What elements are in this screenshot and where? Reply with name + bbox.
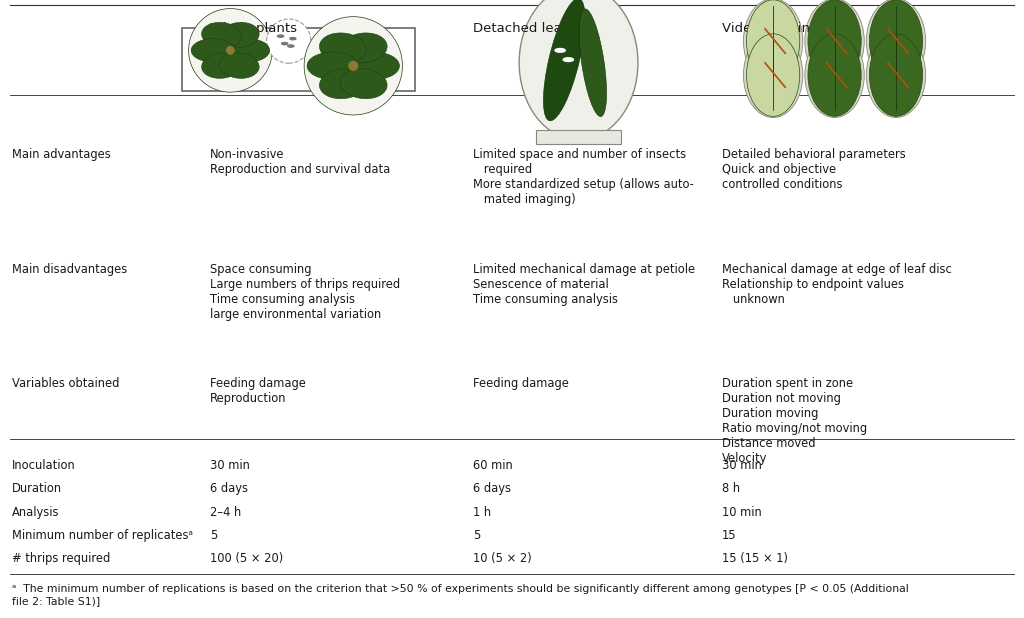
Text: Limited mechanical damage at petiole
Senescence of material
Time consuming analy: Limited mechanical damage at petiole Sen…: [473, 263, 695, 306]
Ellipse shape: [746, 0, 800, 82]
Ellipse shape: [580, 9, 606, 117]
Text: 10 min: 10 min: [722, 506, 762, 519]
Ellipse shape: [319, 33, 367, 63]
Ellipse shape: [519, 0, 638, 140]
Text: Whole plants: Whole plants: [210, 22, 297, 35]
Ellipse shape: [348, 52, 399, 80]
Text: 8 h: 8 h: [722, 482, 740, 495]
Ellipse shape: [743, 0, 803, 83]
Text: 5: 5: [473, 529, 480, 542]
Ellipse shape: [866, 33, 926, 117]
Text: Non-invasive
Reproduction and survival data: Non-invasive Reproduction and survival d…: [210, 148, 390, 176]
Ellipse shape: [226, 39, 269, 62]
Ellipse shape: [219, 22, 259, 48]
Text: Duration: Duration: [12, 482, 62, 495]
Ellipse shape: [805, 33, 864, 117]
Ellipse shape: [282, 43, 288, 44]
Text: Limited space and number of insects
   required
More standardized setup (allows : Limited space and number of insects requ…: [473, 148, 694, 206]
Bar: [182, 28, 415, 91]
Ellipse shape: [278, 35, 284, 37]
Text: 30 min: 30 min: [210, 459, 250, 472]
Ellipse shape: [202, 53, 242, 78]
Text: 60 min: 60 min: [473, 459, 513, 472]
Text: 6 days: 6 days: [210, 482, 248, 495]
Text: 100 (5 × 20): 100 (5 × 20): [210, 552, 284, 565]
Text: Space consuming
Large numbers of thrips required
Time consuming analysis
large e: Space consuming Large numbers of thrips …: [210, 263, 400, 321]
Ellipse shape: [805, 0, 864, 83]
Text: Main disadvantages: Main disadvantages: [12, 263, 128, 276]
Ellipse shape: [340, 33, 387, 63]
Ellipse shape: [340, 69, 387, 99]
Ellipse shape: [743, 33, 803, 117]
Ellipse shape: [290, 38, 296, 40]
Text: Duration spent in zone
Duration not moving
Duration moving
Ratio moving/not movi: Duration spent in zone Duration not movi…: [722, 377, 867, 465]
Text: # thrips required: # thrips required: [12, 552, 111, 565]
Text: 5: 5: [210, 529, 217, 542]
Ellipse shape: [563, 57, 573, 62]
Text: Analysis: Analysis: [12, 506, 59, 519]
Text: 30 min: 30 min: [722, 459, 762, 472]
Ellipse shape: [307, 52, 358, 80]
Ellipse shape: [219, 53, 259, 78]
Text: 2–4 h: 2–4 h: [210, 506, 242, 519]
Text: Variables obtained: Variables obtained: [12, 377, 120, 390]
FancyBboxPatch shape: [536, 130, 622, 143]
Ellipse shape: [319, 69, 367, 99]
Text: Inoculation: Inoculation: [12, 459, 76, 472]
Ellipse shape: [304, 17, 402, 115]
Ellipse shape: [226, 46, 234, 54]
Ellipse shape: [746, 34, 800, 116]
Ellipse shape: [349, 61, 357, 70]
Text: 1 h: 1 h: [473, 506, 492, 519]
Ellipse shape: [191, 39, 234, 62]
Text: Feeding damage: Feeding damage: [473, 377, 569, 390]
Text: 15: 15: [722, 529, 736, 542]
Text: Feeding damage
Reproduction: Feeding damage Reproduction: [210, 377, 306, 405]
Ellipse shape: [266, 19, 311, 63]
Text: Minimum number of replicatesᵃ: Minimum number of replicatesᵃ: [12, 529, 194, 542]
Ellipse shape: [288, 45, 294, 47]
Ellipse shape: [188, 9, 272, 92]
Ellipse shape: [202, 22, 242, 48]
Ellipse shape: [555, 48, 565, 53]
Text: 15 (15 × 1): 15 (15 × 1): [722, 552, 787, 565]
Text: Detached leaves: Detached leaves: [473, 22, 585, 35]
Ellipse shape: [869, 0, 923, 82]
Text: Video tracking: Video tracking: [722, 22, 818, 35]
Text: ᵃ  The minimum number of replications is based on the criterion that >50 % of ex: ᵃ The minimum number of replications is …: [12, 584, 909, 606]
Text: 10 (5 × 2): 10 (5 × 2): [473, 552, 531, 565]
Ellipse shape: [544, 0, 585, 121]
Text: Main advantages: Main advantages: [12, 148, 111, 161]
Ellipse shape: [808, 34, 861, 116]
Ellipse shape: [866, 0, 926, 83]
Ellipse shape: [808, 0, 861, 82]
Text: Mechanical damage at edge of leaf disc
Relationship to endpoint values
   unknow: Mechanical damage at edge of leaf disc R…: [722, 263, 951, 306]
Ellipse shape: [869, 34, 923, 116]
Text: Detailed behavioral parameters
Quick and objective
controlled conditions: Detailed behavioral parameters Quick and…: [722, 148, 905, 192]
Text: 6 days: 6 days: [473, 482, 511, 495]
